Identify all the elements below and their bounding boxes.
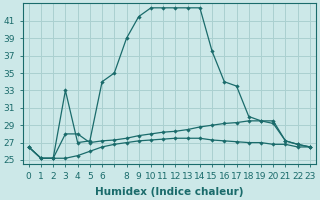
X-axis label: Humidex (Indice chaleur): Humidex (Indice chaleur) (95, 187, 244, 197)
